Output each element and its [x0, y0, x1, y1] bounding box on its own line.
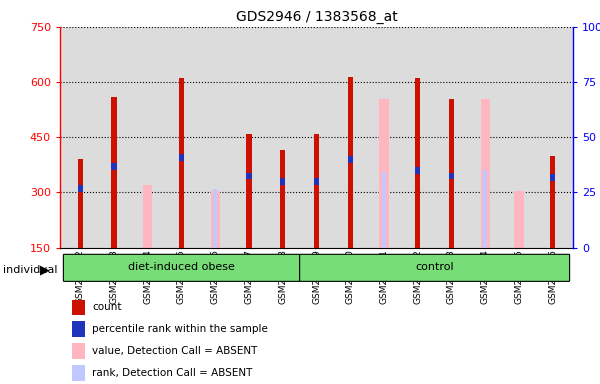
Bar	[211, 190, 220, 248]
Title: GDS2946 / 1383568_at: GDS2946 / 1383568_at	[236, 10, 397, 25]
Bar	[483, 170, 487, 248]
Text: ▶: ▶	[40, 263, 49, 276]
Bar	[550, 156, 556, 248]
Bar	[280, 178, 286, 185]
Bar	[449, 99, 454, 248]
Bar	[379, 99, 389, 248]
Bar	[112, 164, 116, 170]
Bar	[77, 185, 83, 192]
FancyBboxPatch shape	[299, 254, 569, 281]
Bar	[179, 154, 184, 161]
Text: count: count	[92, 302, 122, 312]
Bar	[280, 150, 286, 248]
Bar	[347, 156, 353, 163]
Text: percentile rank within the sample: percentile rank within the sample	[92, 324, 268, 334]
Text: control: control	[415, 262, 454, 272]
Bar	[112, 97, 116, 248]
Text: rank, Detection Call = ABSENT: rank, Detection Call = ABSENT	[92, 368, 253, 378]
Bar	[415, 78, 421, 248]
Bar	[213, 189, 217, 248]
Bar	[415, 167, 421, 174]
Bar	[481, 99, 490, 248]
Bar	[247, 134, 252, 248]
Bar	[382, 172, 386, 248]
Text: individual: individual	[3, 265, 58, 275]
Bar	[314, 134, 319, 248]
Text: diet-induced obese: diet-induced obese	[128, 262, 235, 272]
Bar	[347, 76, 353, 248]
Bar	[77, 159, 83, 248]
Bar	[179, 78, 184, 248]
FancyBboxPatch shape	[64, 254, 299, 281]
Bar	[514, 190, 524, 248]
Text: value, Detection Call = ABSENT: value, Detection Call = ABSENT	[92, 346, 258, 356]
Bar	[247, 173, 252, 179]
Bar	[143, 185, 152, 248]
Bar	[314, 178, 319, 185]
Bar	[449, 173, 454, 179]
Bar	[550, 174, 556, 181]
